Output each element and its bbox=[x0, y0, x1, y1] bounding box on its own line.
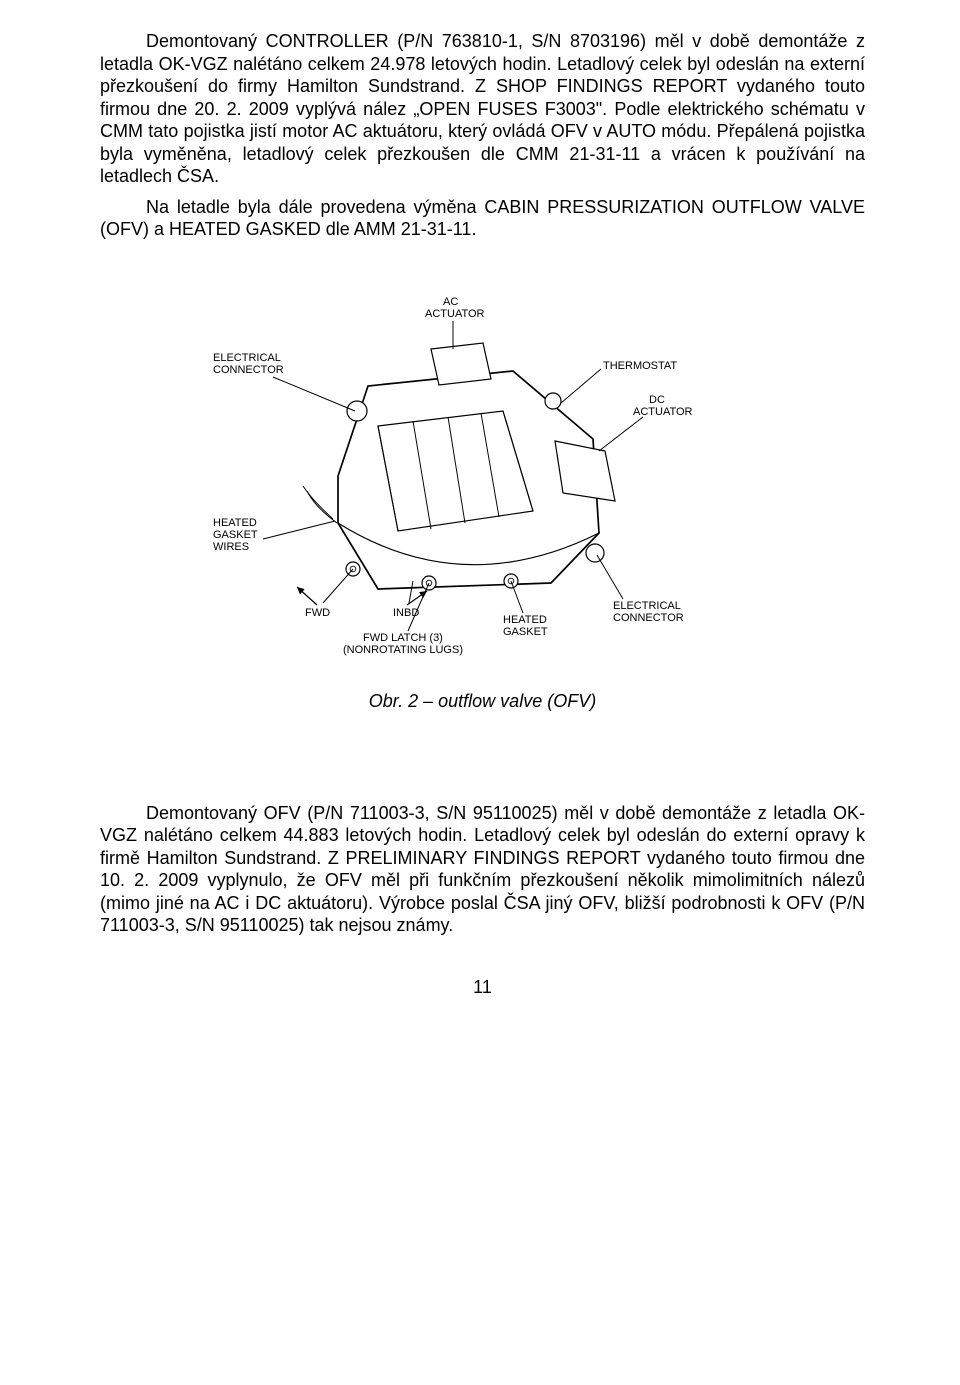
svg-text:ELECTRICAL: ELECTRICAL bbox=[213, 352, 281, 364]
svg-text:CONNECTOR: CONNECTOR bbox=[613, 612, 684, 624]
svg-text:DC: DC bbox=[649, 394, 665, 406]
svg-text:THERMOSTAT: THERMOSTAT bbox=[603, 360, 677, 372]
ofv-diagram: ACACTUATORELECTRICALCONNECTORTHERMOSTATD… bbox=[203, 291, 763, 671]
page-number: 11 bbox=[100, 977, 865, 998]
svg-text:WIRES: WIRES bbox=[213, 541, 249, 553]
svg-text:ACTUATOR: ACTUATOR bbox=[633, 406, 693, 418]
svg-text:FWD: FWD bbox=[305, 607, 330, 619]
svg-text:ACTUATOR: ACTUATOR bbox=[425, 308, 485, 320]
document-page: Demontovaný CONTROLLER (P/N 763810-1, S/… bbox=[0, 0, 960, 1046]
svg-text:AC: AC bbox=[443, 296, 458, 308]
svg-text:CONNECTOR: CONNECTOR bbox=[213, 364, 284, 376]
svg-text:INBD: INBD bbox=[393, 607, 419, 619]
svg-text:(NONROTATING LUGS): (NONROTATING LUGS) bbox=[343, 644, 463, 656]
svg-text:ELECTRICAL: ELECTRICAL bbox=[613, 600, 681, 612]
svg-text:FWD LATCH (3): FWD LATCH (3) bbox=[363, 632, 443, 644]
svg-text:HEATED: HEATED bbox=[503, 614, 547, 626]
svg-text:GASKET: GASKET bbox=[213, 529, 258, 541]
paragraph-1: Demontovaný CONTROLLER (P/N 763810-1, S/… bbox=[100, 30, 865, 188]
svg-text:HEATED: HEATED bbox=[213, 517, 257, 529]
svg-text:GASKET: GASKET bbox=[503, 626, 548, 638]
figure-ofv: ACACTUATORELECTRICALCONNECTORTHERMOSTATD… bbox=[203, 291, 763, 671]
paragraph-3: Demontovaný OFV (P/N 711003-3, S/N 95110… bbox=[100, 802, 865, 937]
paragraph-2: Na letadle byla dále provedena výměna CA… bbox=[100, 196, 865, 241]
figure-caption: Obr. 2 – outflow valve (OFV) bbox=[100, 691, 865, 712]
